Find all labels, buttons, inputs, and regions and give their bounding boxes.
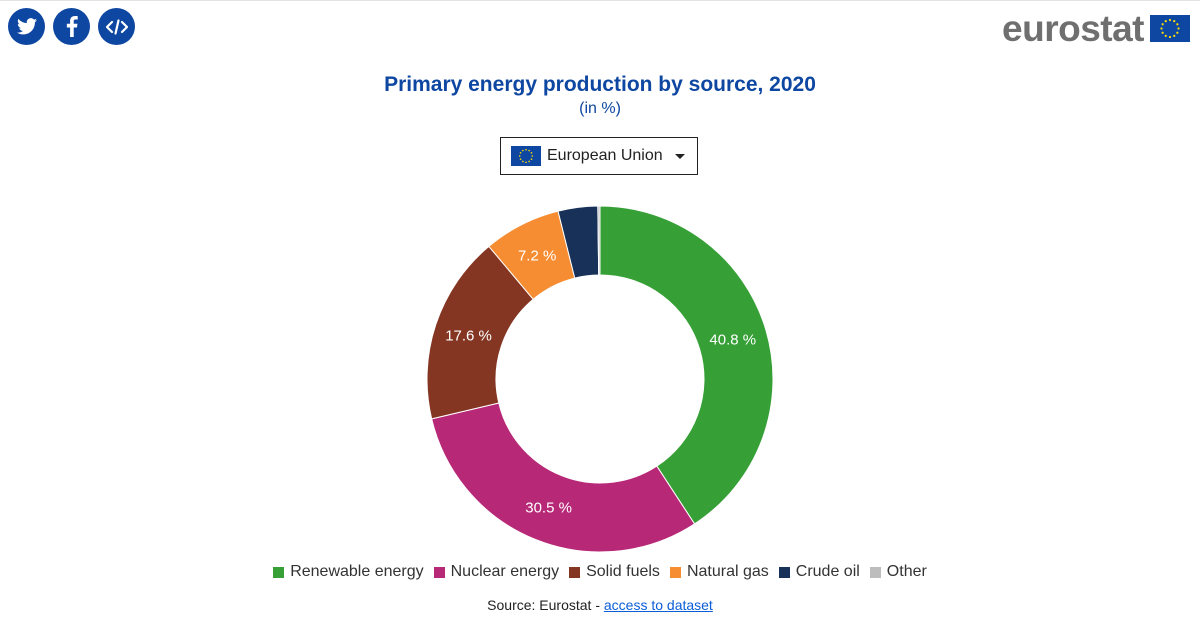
dataset-link[interactable]: access to dataset (603, 597, 713, 613)
eu-flag-icon (1150, 15, 1190, 42)
donut-slice-other[interactable] (597, 205, 601, 276)
legend-label: Solid fuels (586, 563, 660, 580)
legend-swatch (569, 566, 581, 578)
share-bar (8, 8, 135, 45)
legend-item-solid-fuels[interactable]: Solid fuels (569, 563, 660, 581)
legend-item-nuclear[interactable]: Nuclear energy (433, 563, 560, 581)
facebook-icon (66, 16, 78, 37)
donut-slice-renewable[interactable] (599, 205, 774, 525)
eurostat-logo: eurostat (1002, 10, 1190, 47)
legend-item-renewable[interactable]: Renewable energy (273, 563, 424, 581)
legend-label: Renewable energy (290, 563, 424, 580)
chart-legend: Renewable energy Nuclear energy Solid fu… (0, 563, 1200, 581)
embed-icon (105, 18, 128, 35)
legend-swatch (669, 566, 681, 578)
chart-title: Primary energy production by source, 202… (384, 73, 816, 96)
legend-item-natural-gas[interactable]: Natural gas (669, 563, 769, 581)
legend-item-other[interactable]: Other (869, 563, 927, 581)
data-label-renewable: 40.8 % (709, 332, 756, 349)
country-selector-value: European Union (547, 147, 663, 164)
data-label-solid-fuels: 17.6 % (445, 327, 492, 344)
legend-label: Nuclear energy (450, 563, 560, 580)
legend-swatch (273, 566, 285, 578)
legend-label: Crude oil (795, 563, 860, 580)
legend-swatch (869, 566, 881, 578)
twitter-share-button[interactable] (8, 8, 45, 45)
donut-slice-nuclear[interactable] (431, 402, 696, 553)
legend-label: Natural gas (686, 563, 769, 580)
top-border (0, 0, 1200, 1)
data-label-natural-gas: 7.2 % (518, 248, 556, 265)
chart-subtitle: (in %) (579, 100, 621, 117)
facebook-share-button[interactable] (53, 8, 90, 45)
embed-button[interactable] (98, 8, 135, 45)
eu-flag-icon (511, 146, 541, 166)
legend-item-crude-oil[interactable]: Crude oil (778, 563, 860, 581)
country-selector[interactable]: European Union (500, 137, 698, 175)
legend-swatch (778, 566, 790, 578)
logo-text: eurostat (1002, 8, 1144, 49)
legend-swatch (433, 566, 445, 578)
legend-label: Other (886, 563, 927, 580)
source-line: Source: Eurostat - access to dataset (0, 597, 1200, 613)
chevron-down-icon (674, 153, 685, 159)
data-label-nuclear: 30.5 % (525, 500, 572, 517)
source-prefix: Source: Eurostat - (487, 597, 604, 613)
twitter-icon (16, 18, 37, 35)
